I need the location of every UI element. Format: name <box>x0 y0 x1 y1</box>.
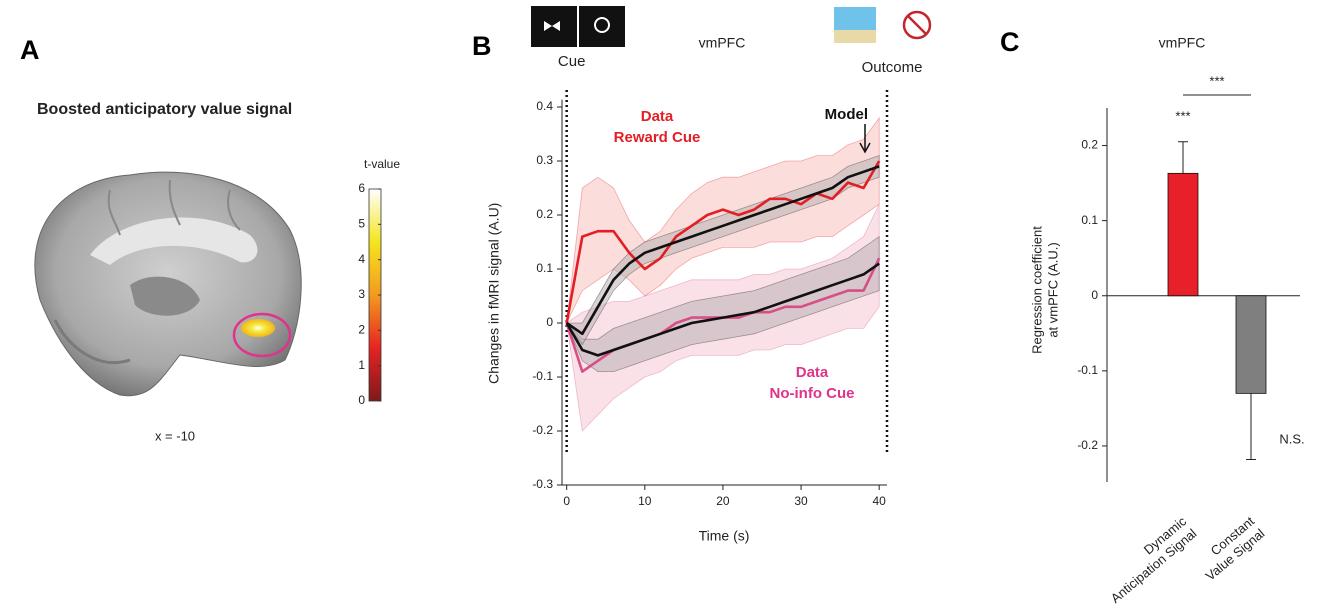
bar <box>1235 295 1267 394</box>
annotation: No-info Cue <box>770 385 855 402</box>
annotation: Data <box>641 108 674 125</box>
significance-label: *** <box>1175 108 1190 123</box>
x-axis-label: Time (s) <box>699 528 750 544</box>
annotation: Data <box>796 364 829 381</box>
y-tick-label: 0.4 <box>536 99 553 113</box>
y-axis-label: at vmPFC (A.U.) <box>1045 242 1060 337</box>
brain-image <box>34 171 302 397</box>
cue-icons <box>531 6 625 47</box>
panel-label: B <box>472 31 492 61</box>
data-line <box>565 165 880 336</box>
y-tick-label: 0.2 <box>536 207 553 221</box>
outcome-icons <box>834 7 932 43</box>
y-tick-label: 3 <box>358 287 365 301</box>
event-label: Cue <box>558 53 586 70</box>
error-bar <box>1178 141 1188 174</box>
y-tick-label: -0.1 <box>1077 363 1098 377</box>
y-tick-label: 0.3 <box>536 153 553 167</box>
y-tick-label: 0 <box>546 315 553 329</box>
annotation: Model <box>825 106 868 123</box>
y-tick-label: -0.1 <box>532 369 553 383</box>
y-tick-label: 0 <box>1091 288 1098 302</box>
bar <box>1167 172 1199 297</box>
colorbar-label: t-value <box>364 157 400 171</box>
comparison-label: *** <box>1209 73 1224 88</box>
y-tick-label: 5 <box>358 217 365 231</box>
panel-title: Boosted anticipatory value signal <box>37 101 292 118</box>
event-label: Outcome <box>862 59 923 76</box>
panel-label: C <box>1000 27 1020 57</box>
y-tick-label: 0.1 <box>1081 213 1098 227</box>
significance-label: N.S. <box>1279 431 1304 446</box>
y-tick-label: -0.3 <box>532 477 553 491</box>
y-axis-label: Changes in fMRI signal (A.U) <box>486 203 502 384</box>
chart-title: vmPFC <box>1159 35 1206 51</box>
y-tick-label: -0.2 <box>1077 438 1098 452</box>
y-tick-label: 2 <box>358 323 365 337</box>
data-line <box>565 160 881 324</box>
y-tick-label: 0 <box>358 393 365 407</box>
y-tick-label: 6 <box>358 181 365 195</box>
annotation: x = -10 <box>155 428 195 443</box>
x-tick-label: 20 <box>716 494 730 508</box>
x-tick-label: 40 <box>873 494 887 508</box>
y-tick-label: 1 <box>358 358 365 372</box>
data-line <box>565 262 880 357</box>
y-tick-label: 0.2 <box>1081 138 1098 152</box>
y-tick-label: -0.2 <box>532 423 553 437</box>
annotation-arrow <box>859 124 871 154</box>
x-tick-label: 30 <box>794 494 808 508</box>
error-bar <box>1246 393 1256 460</box>
x-tick-label: 0 <box>563 494 570 508</box>
annotation: Reward Cue <box>614 129 701 146</box>
x-tick-label: 10 <box>638 494 652 508</box>
y-axis-label: Regression coefficient <box>1029 226 1044 354</box>
panel-label: A <box>20 35 40 65</box>
y-tick-label: 4 <box>358 252 365 266</box>
y-tick-label: 0.1 <box>536 261 553 275</box>
chart-title: vmPFC <box>699 35 746 51</box>
